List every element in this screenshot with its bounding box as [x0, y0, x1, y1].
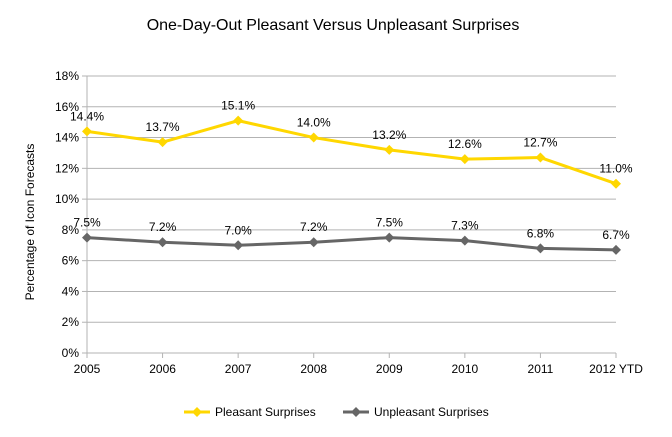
y-axis-title: Percentage of Icon Forecasts: [23, 144, 37, 301]
y-tick-label: 10%: [55, 192, 79, 206]
x-tick-label: 2006: [149, 362, 176, 376]
data-point: [459, 154, 470, 165]
data-point: [308, 237, 319, 248]
y-tick-label: 2%: [62, 315, 80, 329]
y-tick-label: 8%: [62, 223, 80, 237]
data-point: [157, 237, 168, 248]
data-label: 7.3%: [451, 219, 479, 233]
axes: 0% 2% 4% 6% 8% 10% 12% 14% 16% 18% 2005 2006 2007 200…: [55, 69, 643, 376]
data-label: 14.4%: [70, 109, 104, 123]
data-point: [611, 244, 621, 255]
x-tick-label: 2009: [376, 362, 403, 376]
data-point: [384, 232, 395, 243]
data-label: 7.2%: [149, 220, 177, 234]
data-point: [233, 115, 244, 126]
data-label: 13.2%: [372, 128, 406, 142]
legend-marker-2: [351, 407, 361, 417]
data-point: [233, 240, 244, 251]
data-point: [157, 137, 168, 148]
data-label: 7.2%: [300, 220, 328, 234]
y-tick-label: 16%: [55, 100, 79, 114]
x-tick-label: 2007: [225, 362, 252, 376]
data-point: [82, 126, 92, 137]
data-label: 14.0%: [297, 116, 331, 130]
data-label: 7.0%: [224, 223, 252, 237]
y-tick-label: 12%: [55, 161, 79, 175]
y-tick-label: 0%: [62, 346, 80, 360]
legend-marker-1: [192, 407, 202, 417]
legend: Pleasant Surprises Unpleasant Surprises: [184, 405, 489, 419]
series-line-1: [86, 119, 617, 186]
data-label: 12.7%: [523, 136, 557, 150]
data-label: 6.8%: [527, 226, 555, 240]
data-label: 7.5%: [376, 216, 404, 230]
x-tick-label: 2011: [528, 362, 554, 376]
legend-label-2: Unpleasant Surprises: [374, 405, 489, 419]
gridlines: [87, 75, 616, 354]
y-tick-label: 6%: [62, 254, 80, 268]
data-label: 7.5%: [73, 216, 101, 230]
data-label: 15.1%: [221, 99, 255, 113]
data-point: [308, 132, 319, 143]
data-labels: 14.4% 13.7% 15.1% 14.0% 13.2% 12.6% 12.7% 11.0%…: [70, 99, 633, 242]
data-point: [82, 232, 92, 243]
data-point: [384, 144, 395, 155]
x-tick-label: 2010: [452, 362, 479, 376]
series-line-2: [86, 236, 617, 252]
data-point: [535, 243, 546, 254]
x-tick-label: 2005: [74, 362, 101, 376]
legend-label-1: Pleasant Surprises: [215, 405, 316, 419]
data-label: 13.7%: [146, 120, 180, 134]
series-group: [82, 115, 621, 255]
y-tick-label: 14%: [55, 131, 79, 145]
x-tick-label: 2012 YTD: [589, 362, 643, 376]
data-point: [611, 178, 621, 189]
data-point: [535, 152, 546, 163]
x-tick-label: 2008: [300, 362, 327, 376]
data-label: 11.0%: [599, 162, 632, 176]
data-point: [459, 235, 470, 246]
data-label: 6.7%: [602, 228, 630, 242]
y-tick-label: 4%: [62, 284, 80, 298]
data-label: 12.6%: [448, 137, 482, 151]
y-tick-label: 18%: [55, 69, 79, 83]
chart-title: One-Day-Out Pleasant Versus Unpleasant S…: [147, 17, 520, 34]
